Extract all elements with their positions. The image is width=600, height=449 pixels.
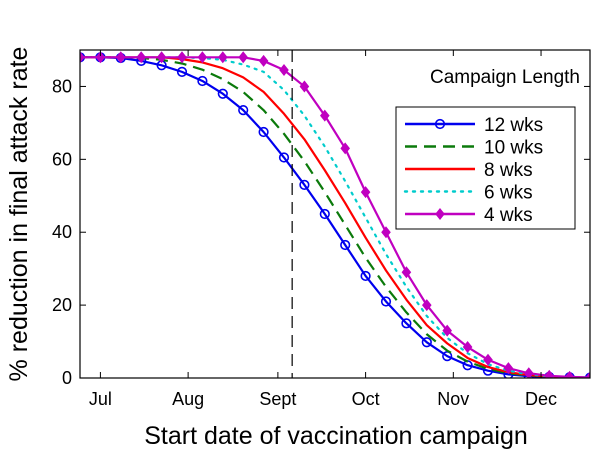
data-point-marker [176,66,188,77]
data-point-marker [442,324,453,337]
y-tick-label: 40 [52,222,72,242]
data-point-marker [340,142,351,155]
y-tick-label: 80 [52,76,72,96]
legend-item: 12 wks [405,115,543,136]
data-point-marker [585,371,590,378]
data-point-marker [156,51,167,64]
data-point-marker [197,51,208,64]
data-point-marker [503,362,514,375]
legend-label: 4 wks [484,205,533,226]
legend-item: 4 wks [405,205,533,226]
legend-label: 12 wks [484,115,543,136]
data-point-marker [95,51,106,64]
series-layer [80,51,590,378]
data-point-marker [462,341,473,354]
data-point-marker [544,369,555,378]
plot-area [79,49,591,379]
legend-label: 6 wks [484,183,533,204]
y-tick-label: 20 [52,295,72,315]
legend-marker [434,118,446,130]
data-point-marker [401,266,412,279]
data-point-marker [299,80,310,93]
data-point-marker [340,239,351,251]
x-axis-tick-labels: Jul Aug Sept Oct Nov Dec [89,389,557,409]
legend-title: Campaign Length [430,67,580,88]
legend-label: 8 wks [484,160,533,181]
data-point-marker [360,270,371,282]
data-point-marker [483,353,493,366]
legend-item: 10 wks [405,138,543,159]
data-point-marker [401,318,412,329]
y-tick-label: 0 [62,368,72,388]
data-point-marker [319,208,330,220]
data-point-marker [421,337,432,348]
legend-marker [435,207,445,221]
data-point-marker [523,367,534,378]
x-tick-label: Sept [259,389,296,409]
data-point-marker [258,54,269,67]
x-tick-label: Nov [437,389,469,409]
data-point-marker [319,109,330,122]
data-point-marker [217,51,228,64]
legend-item: 8 wks [405,160,533,181]
data-point-marker [217,88,228,99]
data-point-marker [258,126,269,138]
data-point-marker [177,51,187,64]
data-point-marker [380,296,392,307]
data-point-marker [299,179,310,190]
series-4-wks [80,51,590,378]
data-point-marker [381,226,391,239]
data-point-marker [360,186,371,199]
axes-ticks [80,50,590,379]
data-point-marker [278,152,290,163]
data-point-marker [238,51,249,64]
y-axis-label: % reduction in final attack rate [5,47,33,382]
x-axis-label: Start date of vaccination campaign [144,422,528,449]
data-point-marker [197,75,208,87]
data-point-marker [136,51,147,64]
series-12-wks [80,52,590,378]
y-axis-tick-labels: 0 20 40 60 80 [52,76,72,388]
x-tick-label: Dec [525,389,557,409]
y-tick-label: 60 [52,149,72,169]
legend-label: 10 wks [484,138,543,159]
series-line [80,56,590,378]
x-tick-label: Aug [172,389,204,409]
data-point-marker [279,64,289,77]
data-point-marker [115,51,126,64]
series-10-wks [80,56,590,378]
data-point-marker [238,105,249,116]
x-tick-label: Oct [352,389,380,409]
legend-item: 6 wks [403,183,533,204]
data-point-marker [421,299,432,312]
x-tick-label: Jul [89,389,112,409]
data-point-marker [80,51,85,64]
data-point-marker [564,370,575,378]
